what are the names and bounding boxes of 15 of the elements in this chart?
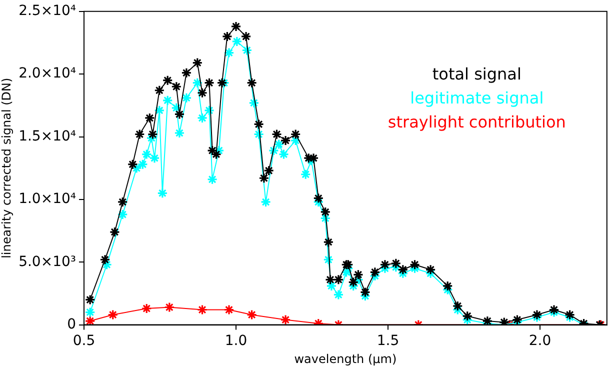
y-tick-label: 1.0×10⁴ (18, 191, 76, 208)
y-tick-label: 2.0×10⁴ (18, 66, 76, 82)
y-tick-label: 2.5×10⁴ (18, 3, 76, 20)
y-tick-label: 1.5×10⁴ (18, 128, 76, 144)
y-axis-title: linearity corrected signal (DN) (0, 78, 14, 258)
text: legitimate signal (410, 88, 544, 108)
x-axis-title: wavelength (μm) (294, 352, 397, 366)
x-tick-label: 1.5 (376, 332, 400, 349)
x-tick-label: 1.0 (224, 332, 248, 349)
y-tick-label: 5.0×10³ (18, 254, 76, 270)
y-tick-label: 0 (67, 316, 76, 332)
x-tick-label: 0.5 (72, 332, 96, 349)
text: straylight contribution (388, 112, 566, 132)
text: total signal (432, 64, 522, 84)
x-tick-label: 2.0 (528, 332, 552, 349)
